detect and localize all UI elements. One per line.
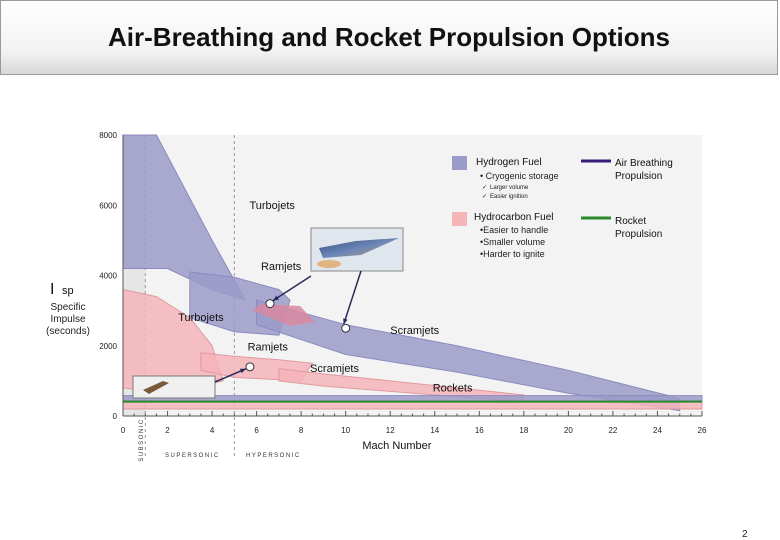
legend-air-breathing-label-2: Propulsion <box>615 171 662 182</box>
x-tick-label: 14 <box>430 426 439 435</box>
callout-arrowhead <box>239 368 246 374</box>
series-labels: Turbojets Ramjets Turbojets Scramjets Ramjet… <box>178 200 473 395</box>
tick-labels: 0 2 4 6 8 10 12 14 16 18 20 22 24 2602000400060008000… <box>46 131 707 452</box>
title-bar <box>0 0 778 75</box>
callout-arrow <box>272 275 312 302</box>
x-tick-label: 12 <box>386 426 395 435</box>
y-axis-desc: Specific <box>50 302 85 313</box>
label-turbojets-hc: Turbojets <box>178 312 224 324</box>
asalm-missile <box>143 381 169 394</box>
x-axis-label: Mach Number <box>362 440 431 452</box>
y-axis-desc: Impulse <box>50 314 85 325</box>
callout-point <box>245 362 255 372</box>
legend-hydrocarbon-bullet: •Harder to ignite <box>480 249 545 259</box>
vehicle-exhaust <box>317 260 341 268</box>
legend-hydrogen-label: Hydrogen Fuel <box>476 157 542 168</box>
regime-label-hypersonic: HYPERSONIC <box>246 453 301 459</box>
legend-rocket-label-1: Rocket <box>615 216 646 227</box>
legend-hydrogen-swatch <box>452 156 467 170</box>
asalm-image <box>132 375 216 399</box>
x-tick-label: 26 <box>698 426 707 435</box>
y-tick-label: 2000 <box>99 342 117 351</box>
legend-hydrogen-check: ✓ <box>482 194 487 200</box>
legend-hydrocarbon-bullet: •Smaller volume <box>480 237 545 247</box>
y-tick-label: 0 <box>113 412 118 421</box>
legend-hydrogen-sub-bullet: Larger volume <box>490 185 529 191</box>
callout-point <box>265 299 275 309</box>
y-tick-label: 6000 <box>99 201 117 210</box>
label-scramjets-h2: Scramjets <box>390 325 439 337</box>
vehicle-shape <box>319 238 399 258</box>
y-tick-label: 4000 <box>99 272 117 281</box>
legend-hydrogen-sub-bullet: Easier ignition <box>490 194 528 200</box>
legend-hydrocarbon-bullet: •Easier to handle <box>480 225 548 235</box>
x-tick-label: 0 <box>121 426 126 435</box>
x-tick-label: 22 <box>608 426 617 435</box>
legend-hydrogen-bullet: • Cryogenic storage <box>480 171 559 181</box>
legend-hydrocarbon-swatch <box>452 212 467 226</box>
x-tick-label: 2 <box>165 426 170 435</box>
page-number: 2 <box>742 529 748 540</box>
x-tick-label: 16 <box>475 426 484 435</box>
regime-label-subsonic: SUBSONIC <box>139 418 145 461</box>
x-tick-label: 8 <box>299 426 304 435</box>
x-tick-label: 24 <box>653 426 662 435</box>
label-rockets: Rockets <box>433 382 473 394</box>
area-scramjets-hydrogen <box>256 299 681 412</box>
legend-hydrocarbon-label: Hydrocarbon Fuel <box>474 212 553 223</box>
page-title: Air-Breathing and Rocket Propulsion Opti… <box>108 22 670 52</box>
x-tick-label: 18 <box>519 426 528 435</box>
callout-point <box>341 323 351 333</box>
callout-arrow <box>342 270 362 325</box>
label-scramjets-hc: Scramjets <box>310 363 359 375</box>
performance-areas <box>122 134 703 412</box>
y-tick-label: 8000 <box>99 131 117 140</box>
x-tick-label: 10 <box>341 426 350 435</box>
label-turbojets-h2: Turbojets <box>249 200 295 212</box>
label-ramjets-h2: Ramjets <box>261 261 302 273</box>
label-ramjets-hc: Ramjets <box>248 342 289 354</box>
callout-arrowhead <box>343 318 348 325</box>
y-axis-label: I <box>50 281 54 298</box>
overlap-area <box>252 304 315 326</box>
legend: Hydrogen Fuel • Cryogenic storage ✓ Larger … <box>452 156 673 259</box>
callout-arrowhead <box>273 295 279 301</box>
legend-rocket-label-2: Propulsion <box>615 229 662 240</box>
axes <box>122 135 703 417</box>
regime-label-supersonic: SUPERSONIC <box>165 453 220 459</box>
x-tick-label: 6 <box>254 426 259 435</box>
x-tick-label: 4 <box>210 426 215 435</box>
y-axis-label-sub: sp <box>62 285 74 297</box>
legend-air-breathing-label-1: Air Breathing <box>615 158 673 169</box>
regime-lines: SUBSONIC SUPERSONIC HYPERSONIC <box>139 135 301 462</box>
legend-hydrogen-check: ✓ <box>482 185 487 191</box>
callout-arrow <box>214 368 247 383</box>
x-tick-label: 20 <box>564 426 573 435</box>
y-axis-desc: (seconds) <box>46 326 90 337</box>
area-rockets-hydrocarbon <box>122 401 703 410</box>
callouts <box>132 227 404 399</box>
